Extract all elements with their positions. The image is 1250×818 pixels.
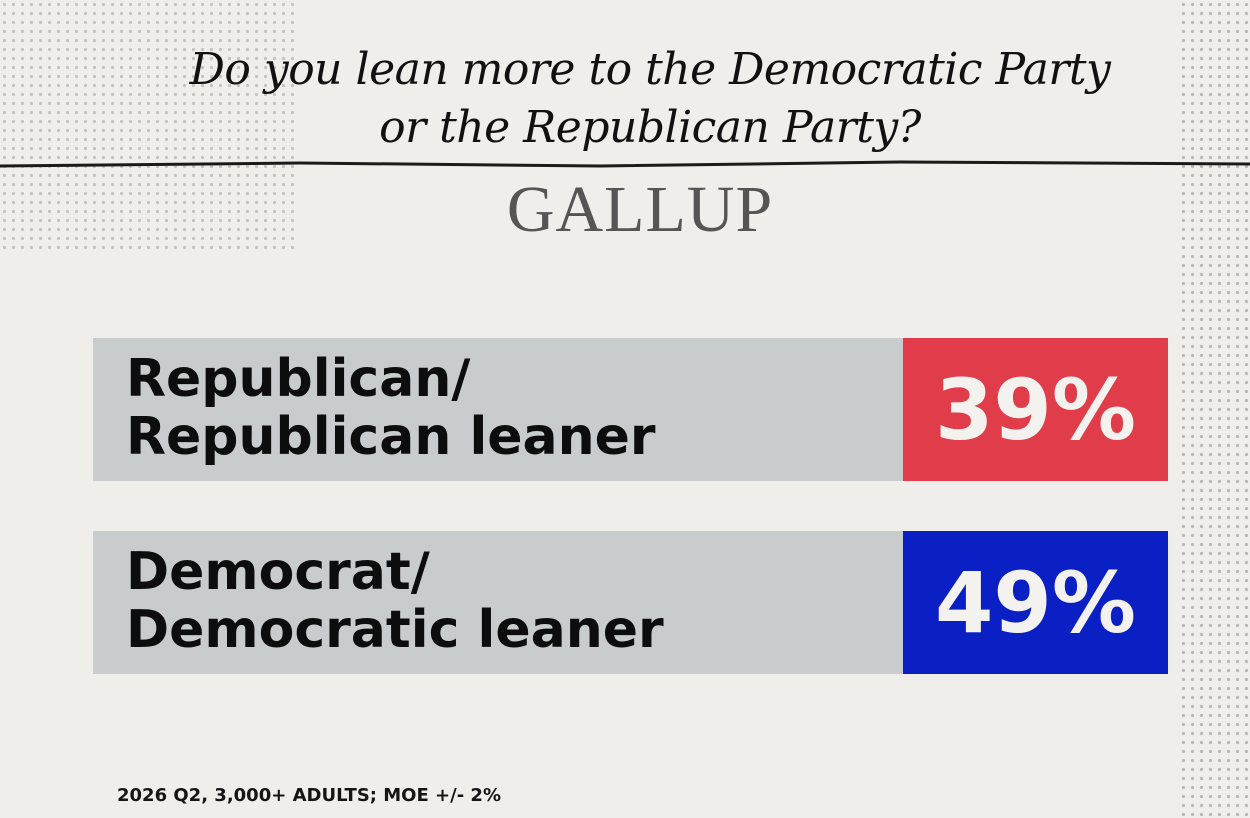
result-row: Democrat/Democratic leaner 49% bbox=[93, 531, 1168, 674]
dot-pattern bbox=[0, 0, 295, 250]
row-label: Republican/Republican leaner bbox=[93, 338, 903, 481]
footnote: 2026 Q2, 3,000+ ADULTS; MOE +/- 2% bbox=[117, 785, 501, 806]
dot-pattern bbox=[1178, 0, 1250, 818]
logo: GALLUP bbox=[506, 173, 774, 246]
divider-line bbox=[0, 160, 1250, 168]
label-line: Democrat/ bbox=[126, 542, 430, 602]
label-line: Republican leaner bbox=[126, 407, 656, 467]
title: Do you lean more to the Democratic Party bbox=[189, 44, 1111, 95]
label-line: Democratic leaner bbox=[126, 600, 664, 660]
row-label: Democrat/Democratic leaner bbox=[93, 531, 903, 674]
row-value: 39% bbox=[903, 338, 1168, 481]
result-row: Republican/Republican leaner 39% bbox=[93, 338, 1168, 481]
label-line: Republican/ bbox=[126, 349, 471, 409]
title: or the Republican Party? bbox=[379, 102, 921, 153]
row-value: 49% bbox=[903, 531, 1168, 674]
